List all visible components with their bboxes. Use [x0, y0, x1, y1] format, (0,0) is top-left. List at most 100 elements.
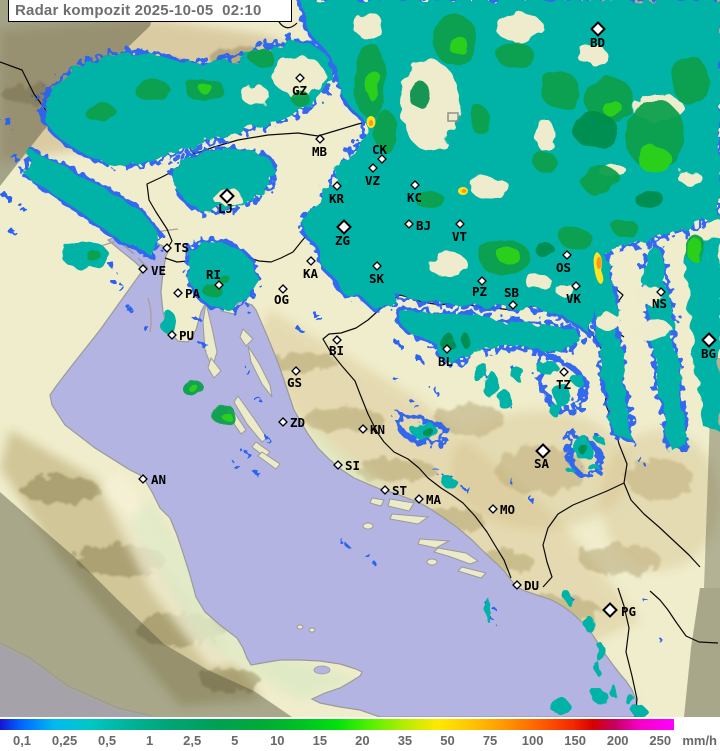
city-marker-NS: NS — [652, 287, 667, 311]
city-label: TZ — [556, 377, 572, 392]
legend: 0,1 0,25 0,5 1 2,5 5 10 15 20 35 50 75 100 150 200 250 … — [0, 717, 720, 751]
city-label: KC — [407, 190, 422, 205]
legend-tick-label: 35 — [397, 733, 413, 748]
city-marker-PA: PA — [173, 286, 201, 301]
lake-varano — [313, 665, 331, 675]
city-label: PZ — [472, 284, 488, 299]
city-label: KA — [303, 266, 319, 281]
city-diamond-icon — [590, 21, 606, 37]
city-marker-GS: GS — [287, 366, 302, 390]
legend-tick-label: 250 — [649, 733, 672, 748]
city-marker-PU: PU — [167, 328, 194, 343]
city-marker-SA: SA — [534, 443, 551, 471]
city-marker-TZ: TZ — [556, 367, 572, 392]
city-diamond-icon — [410, 180, 420, 190]
city-diamond-icon — [488, 504, 498, 514]
rain-extreme-cells — [366, 116, 604, 284]
city-label: KR — [329, 191, 345, 206]
city-marker-RI: RI — [206, 267, 224, 290]
city-diamond-icon — [414, 494, 424, 504]
tyrrhenian-coastline — [0, 642, 153, 717]
legend-unit: mm/h — [682, 733, 717, 748]
city-marker-KA: KA — [303, 256, 319, 281]
city-marker-MO: MO — [488, 502, 515, 517]
city-diamond-icon — [442, 344, 452, 354]
city-diamond-icon — [219, 188, 235, 204]
rain-layer-heavy — [84, 14, 708, 424]
city-label: CK — [372, 142, 388, 157]
legend-tick-label: 20 — [355, 733, 370, 748]
city-label: LJ — [218, 201, 233, 216]
city-marker-SK: SK — [369, 261, 385, 286]
city-label: GZ — [292, 83, 308, 98]
city-label: BJ — [416, 218, 431, 233]
city-marker-KC: KC — [407, 180, 422, 205]
legend-tick-label: 1 — [146, 733, 154, 748]
city-label: PG — [621, 604, 636, 619]
city-diamond-icon — [559, 367, 569, 377]
city-diamond-icon — [656, 287, 666, 297]
city-marker-VZ: VZ — [365, 163, 381, 188]
city-label: BL — [438, 354, 454, 369]
city-marker-GZ: GZ — [292, 73, 308, 98]
city-label: PA — [185, 286, 201, 301]
city-marker-DU: DU — [512, 578, 539, 593]
city-label: ZD — [290, 415, 305, 430]
city-diamond-icon — [291, 366, 301, 376]
city-label: BD — [590, 35, 605, 50]
city-diamond-icon — [336, 219, 352, 235]
city-markers: VE TS LJ GZ MB CK VZ KR KC BJ VT ZG KA SK OG BD OS PZ SB VK… — [138, 21, 717, 619]
city-label: GS — [287, 375, 302, 390]
city-marker-VK: VK — [566, 281, 582, 306]
city-marker-KN: KN — [358, 422, 385, 437]
city-diamond-icon — [278, 417, 288, 427]
city-marker-ST: ST — [380, 483, 407, 498]
city-diamond-icon — [372, 261, 382, 271]
legend-tick-label: 200 — [606, 733, 629, 748]
city-diamond-icon — [377, 154, 387, 164]
legend-tick-label: 150 — [564, 733, 586, 748]
venice-lagoon-barriers — [121, 243, 149, 269]
city-marker-OS: OS — [556, 250, 572, 275]
city-label: KN — [370, 422, 385, 437]
city-marker-PZ: PZ — [472, 276, 488, 299]
city-diamond-icon — [368, 163, 378, 173]
city-diamond-icon — [602, 602, 618, 618]
city-marker-MB: MB — [312, 134, 328, 159]
city-label: ZG — [335, 233, 350, 248]
city-marker-BJ: BJ — [404, 218, 431, 233]
city-marker-LJ: LJ — [218, 188, 235, 216]
rain-layer-heavy-dark — [410, 81, 664, 456]
city-label: NS — [652, 296, 667, 311]
city-diamond-icon — [173, 288, 183, 298]
legend-tick-label: 0,1 — [12, 733, 32, 748]
city-label: DU — [524, 578, 539, 593]
city-diamond-icon — [701, 332, 717, 348]
title-text: Radar kompozit 2025-10-05 02:10 — [15, 2, 262, 19]
city-diamond-icon — [332, 335, 342, 345]
city-diamond-icon — [512, 580, 522, 590]
city-diamond-icon — [358, 424, 368, 434]
radar-map-canvas: VE TS LJ GZ MB CK VZ KR KC BJ VT ZG KA SK OG BD OS PZ SB VK… — [0, 0, 720, 717]
city-diamond-icon — [332, 181, 342, 191]
city-diamond-icon — [455, 219, 465, 229]
city-label: VZ — [365, 173, 381, 188]
city-diamond-icon — [315, 134, 325, 144]
city-label: SI — [345, 458, 360, 473]
city-label: TS — [174, 240, 189, 255]
city-marker-BG: BG — [701, 332, 717, 361]
city-marker-CK: CK — [372, 142, 388, 164]
city-label: ST — [392, 483, 407, 498]
legend-tick-label: 0,5 — [98, 733, 117, 748]
city-label: BG — [701, 346, 716, 361]
legend-tick-label: 10 — [270, 733, 285, 748]
city-diamond-icon — [333, 460, 343, 470]
city-diamond-icon — [562, 250, 572, 260]
city-diamond-icon — [380, 485, 390, 495]
city-label: BI — [329, 343, 344, 358]
city-marker-ZG: ZG — [335, 219, 352, 248]
city-label: MA — [426, 492, 442, 507]
legend-tick-label: 5 — [231, 733, 239, 748]
city-label: AN — [151, 472, 166, 487]
radar-map: VE TS LJ GZ MB CK VZ KR KC BJ VT ZG KA SK OG BD OS PZ SB VK… — [0, 0, 720, 717]
